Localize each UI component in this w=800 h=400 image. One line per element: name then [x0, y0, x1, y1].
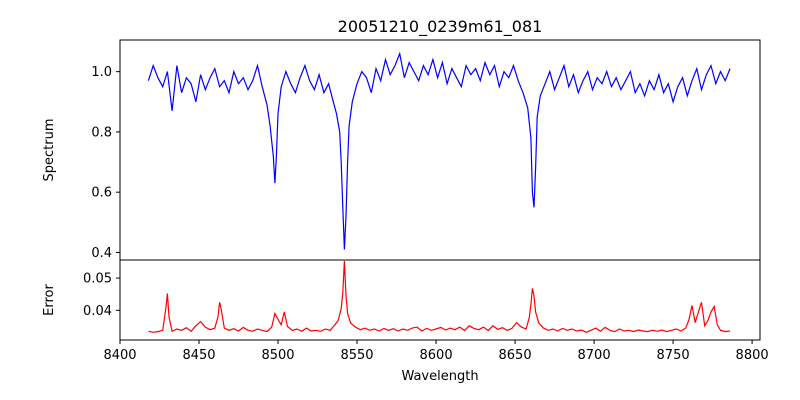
spectrum-panel: 0.4 0.6 0.8 1.0 Spectrum [42, 39, 761, 264]
error-y-tick-label: 0.05 [83, 272, 112, 287]
spectrum-y-tick-label: 0.8 [91, 125, 112, 140]
error-panel: 0.04 0.05 8400 8450 8500 8550 8600 8650 8700 875… [42, 259, 769, 384]
x-axis-label: Wavelength [401, 369, 478, 384]
error-plot-area [120, 260, 760, 340]
spectrum-series-line [147, 51, 731, 250]
spectrum-y-tick-label: 0.4 [91, 246, 112, 261]
spectrum-y-tick-label: 0.6 [91, 186, 112, 201]
x-tick-label: 8500 [261, 348, 294, 363]
x-tick-label: 8600 [420, 348, 453, 363]
x-tick-label: 8700 [578, 348, 611, 363]
spectrum-y-tick-label: 1.0 [91, 65, 112, 80]
spectrum-plot-area [120, 40, 760, 260]
x-tick-label: 8400 [103, 348, 136, 363]
error-frame [119, 259, 761, 341]
error-y-tick-label: 0.04 [83, 304, 112, 319]
chart-title: 20051210_0239m61_081 [338, 17, 543, 37]
x-tick-label: 8550 [340, 348, 373, 363]
x-tick-label: 8450 [182, 348, 215, 363]
x-tick-label: 8650 [499, 348, 532, 363]
error-series-line [148, 260, 731, 333]
x-tick-label: 8750 [657, 348, 690, 363]
error-y-axis-label: Error [42, 284, 57, 316]
spectrum-y-axis-label: Spectrum [42, 119, 57, 182]
x-tick-label: 8800 [736, 348, 769, 363]
